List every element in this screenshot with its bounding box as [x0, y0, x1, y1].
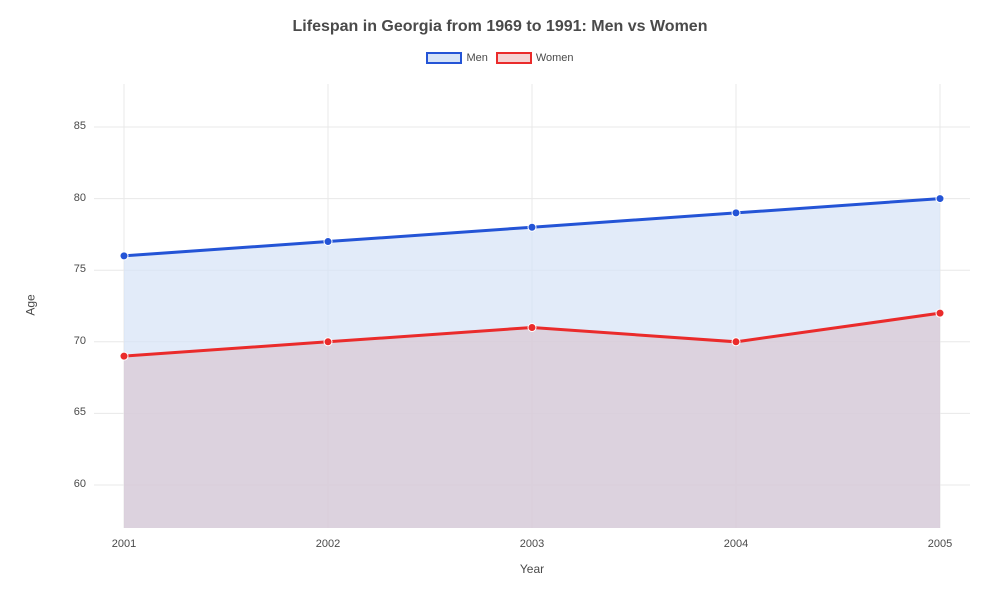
- y-tick-label: 70: [74, 335, 86, 347]
- y-axis-label: Age: [24, 294, 38, 315]
- y-tick-label: 60: [74, 478, 86, 490]
- x-tick-label: 2005: [928, 538, 952, 550]
- y-tick-label: 65: [74, 406, 86, 418]
- legend: Men Women: [0, 52, 1000, 64]
- y-tick-label: 75: [74, 263, 86, 275]
- chart-container: Lifespan in Georgia from 1969 to 1991: M…: [0, 0, 1000, 600]
- x-tick-label: 2004: [724, 538, 748, 550]
- x-tick-label: 2001: [112, 538, 136, 550]
- x-tick-label: 2002: [316, 538, 340, 550]
- x-axis-label: Year: [94, 562, 970, 576]
- legend-swatch-men: [426, 52, 462, 64]
- y-tick-label: 85: [74, 120, 86, 132]
- legend-swatch-women: [496, 52, 532, 64]
- legend-label-women: Women: [536, 52, 574, 64]
- y-tick-label: 80: [74, 192, 86, 204]
- chart-title: Lifespan in Georgia from 1969 to 1991: M…: [0, 18, 1000, 36]
- legend-item-women: Women: [496, 52, 574, 64]
- legend-label-men: Men: [466, 52, 487, 64]
- plot-area: [94, 84, 970, 528]
- x-tick-label: 2003: [520, 538, 544, 550]
- legend-item-men: Men: [426, 52, 487, 64]
